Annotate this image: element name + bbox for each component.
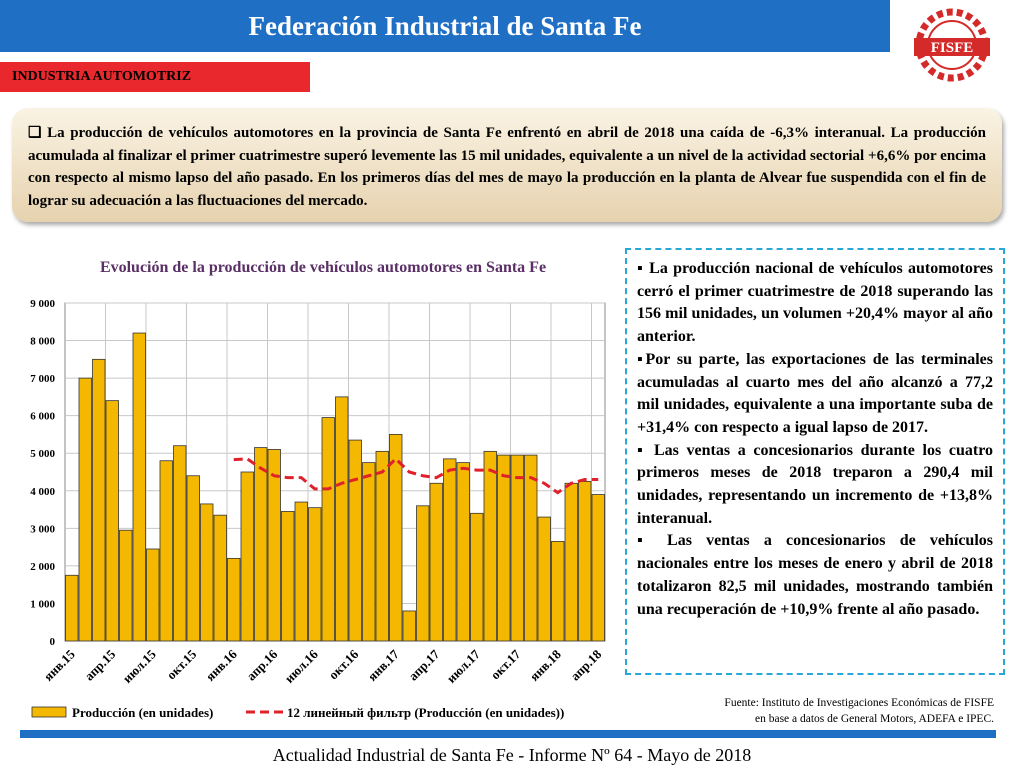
bar: [483, 450, 497, 642]
bar: [564, 482, 578, 642]
source: Fuente: Instituto de Investigaciones Eco…: [724, 695, 994, 727]
bar: [335, 396, 349, 642]
y-tick-label: 7 000: [30, 373, 55, 385]
logo-band: [914, 38, 990, 56]
bar: [105, 400, 119, 642]
bar: [213, 514, 227, 642]
footer-bar: [20, 730, 996, 738]
bar: [456, 462, 470, 642]
y-tick-label: 0: [50, 636, 56, 648]
bar: [65, 574, 79, 642]
bar: [173, 445, 187, 642]
bar: [470, 512, 484, 642]
bar: [200, 503, 214, 642]
bullet: ▪Por su parte, las exportaciones de las …: [637, 350, 994, 436]
summary-text: La producción de vehículos automotores e…: [28, 125, 986, 209]
x-tick-label: янв.16: [203, 646, 241, 684]
x-tick-label: апр.18: [567, 646, 604, 683]
logo: FISFE: [914, 8, 990, 82]
y-tick-label: 3 000: [30, 523, 55, 535]
source-line: en base a datos de General Motors, ADEFA…: [754, 713, 994, 725]
y-tick-label: 5 000: [30, 448, 55, 460]
y-tick-label: 8 000: [30, 336, 55, 348]
bar: [92, 358, 106, 642]
legend-swatch: [31, 706, 67, 718]
bar: [389, 434, 403, 642]
x-tick-label: июл.15: [120, 646, 160, 686]
y-tick-label: 1 000: [30, 598, 55, 610]
bar: [497, 454, 511, 642]
source-line: Fuente: Instituto de Investigaciones Eco…: [724, 697, 994, 709]
bullet: ▪ La producción nacional de vehículos au…: [637, 260, 994, 346]
x-tick-label: июл.17: [444, 646, 484, 686]
summary-box: ❑ La producción de vehículos automotores…: [12, 108, 1002, 222]
bar: [524, 454, 538, 642]
section-tag: INDUSTRIA AUTOMOTRIZ: [0, 62, 310, 92]
x-tick-label: янв.15: [41, 646, 79, 684]
x-tick-label: апр.16: [243, 646, 280, 683]
x-tick-label: янв.17: [365, 646, 403, 684]
bar: [537, 516, 551, 642]
x-tick-label: окт.16: [326, 646, 362, 682]
bullet-text: Las ventas a concesionarios durante los …: [637, 441, 993, 527]
bar: [240, 471, 254, 642]
bullet-text: Las ventas a concesionarios de vehículos…: [637, 532, 993, 618]
bar: [578, 480, 592, 642]
bar: [78, 377, 92, 642]
x-tick-label: апр.15: [81, 646, 118, 683]
bar: [159, 460, 173, 642]
header-title: Federación Industrial de Santa Fe: [0, 0, 890, 52]
bar: [281, 511, 295, 642]
bar: [551, 541, 565, 642]
bullet-text: Por su parte, las exportaciones de las t…: [637, 350, 994, 436]
bullet-text: La producción nacional de vehículos auto…: [637, 260, 994, 346]
bar: [308, 507, 322, 642]
bar: [294, 501, 308, 642]
legend-label: 12 линейный фильтр (Producción (en unida…: [287, 705, 564, 720]
bar: [510, 454, 524, 642]
footer: Actualidad Industrial de Santa Fe - Info…: [272, 745, 752, 765]
bar: [416, 505, 430, 642]
bar: [267, 449, 281, 642]
bar: [402, 610, 416, 642]
bar: [443, 458, 457, 642]
bar: [348, 439, 362, 642]
bullet: ▪ Las ventas a concesionarios durante lo…: [637, 441, 993, 527]
y-tick-label: 4 000: [30, 486, 55, 498]
x-tick-label: янв.18: [527, 646, 565, 684]
bar: [362, 462, 376, 642]
bullet: ▪ Las ventas a concesionarios de vehícul…: [637, 532, 993, 618]
bar: [146, 548, 160, 642]
bar: [186, 475, 200, 642]
y-tick-label: 9 000: [30, 298, 55, 310]
line: [233, 456, 599, 495]
bar: [132, 332, 146, 642]
bar: [119, 529, 133, 642]
bar: [375, 450, 389, 642]
x-tick-label: окт.17: [488, 646, 524, 682]
chart-title: Evolución de la producción de vehículos …: [100, 259, 546, 276]
bar: [227, 557, 241, 642]
bar: [321, 417, 335, 642]
x-tick-label: окт.15: [164, 646, 200, 682]
bullet-box: ▪ La producción nacional de vehículos au…: [625, 248, 1005, 675]
y-tick-label: 6 000: [30, 411, 55, 423]
checkbox-icon: ❑: [28, 125, 48, 141]
legend-label: Producción (en unidades): [72, 705, 213, 720]
y-tick-label: 2 000: [30, 561, 55, 573]
bar: [429, 482, 443, 642]
bar: [591, 494, 605, 642]
x-tick-label: апр.17: [405, 646, 442, 683]
x-tick-label: июл.16: [282, 646, 322, 686]
bar: [254, 447, 268, 642]
logo-text: FISFE: [931, 40, 974, 56]
